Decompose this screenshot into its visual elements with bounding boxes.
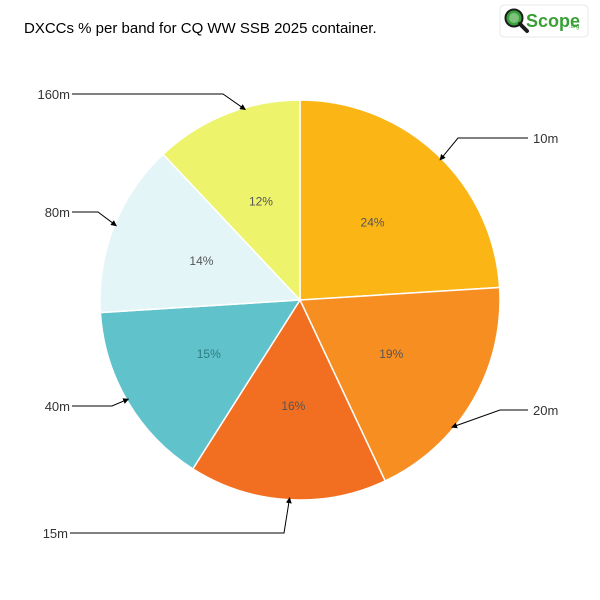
category-label-20m: 20m — [533, 403, 558, 418]
data-label-40m: 15% — [197, 347, 221, 361]
pie-callouts: 10m 20m 15m 40m 80m 160m — [37, 87, 558, 541]
data-label-10m: 24% — [361, 216, 385, 230]
callout-line-160m — [72, 93, 246, 111]
category-label-80m: 80m — [45, 205, 70, 220]
callout-line-10m — [439, 137, 528, 161]
category-label-40m: 40m — [45, 399, 70, 414]
chart-title: DXCCs % per band for CQ WW SSB 2025 cont… — [24, 20, 377, 37]
qscope-logo: Scope .org — [499, 4, 589, 38]
pie-slice-80m — [99, 153, 302, 314]
data-label-160m: 12% — [249, 194, 273, 208]
data-label-80m: 14% — [189, 254, 213, 268]
category-label-160m: 160m — [37, 87, 70, 102]
magnifier-icon — [504, 8, 529, 33]
pie-slice-20m — [298, 286, 501, 482]
logo-suffix: .org — [569, 24, 579, 30]
logo-name: Scope — [526, 11, 580, 31]
category-label-15m: 15m — [43, 526, 68, 541]
callout-line-40m — [72, 398, 130, 407]
callout-line-80m — [72, 211, 117, 227]
data-label-20m: 19% — [379, 347, 403, 361]
pie-labels: 24% 19% 16% 15% 14% 12% — [189, 194, 403, 412]
category-label-10m: 10m — [533, 131, 558, 146]
pie-slice-160m — [162, 99, 301, 302]
data-label-15m: 16% — [281, 399, 305, 413]
pie-slice-10m — [299, 99, 501, 301]
pie-slices — [99, 99, 501, 501]
callout-line-15m — [70, 497, 292, 534]
callout-line-20m — [451, 409, 528, 429]
